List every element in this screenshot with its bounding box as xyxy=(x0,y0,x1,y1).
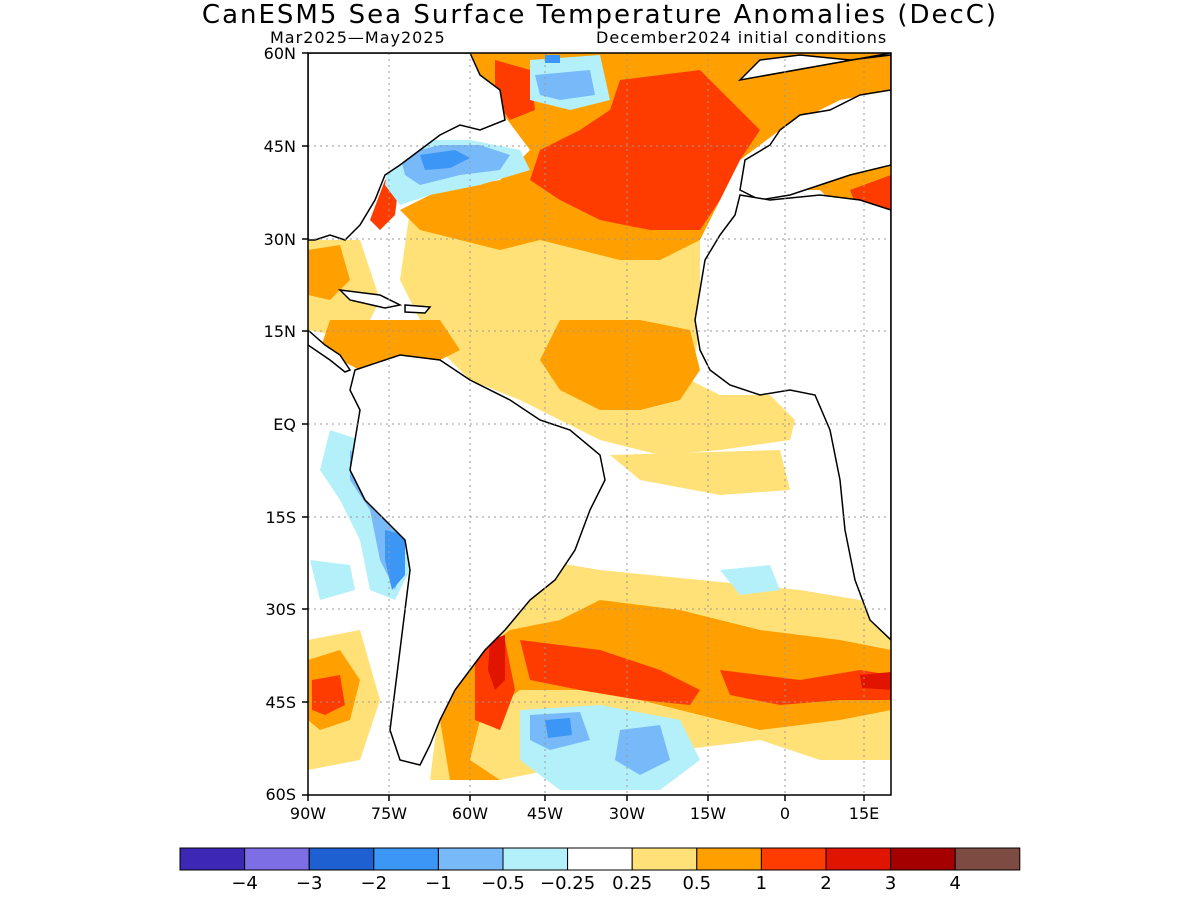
colorbar-tick-label: −0.25 xyxy=(540,873,596,894)
colorbar-swatch xyxy=(244,847,310,871)
colorbar-swatch xyxy=(179,847,246,871)
lon-label-45w: 45W xyxy=(526,804,564,823)
anomaly-region-1 xyxy=(495,60,535,120)
anomaly-region-neg-0.25 xyxy=(310,560,355,600)
colorbar xyxy=(179,847,1021,871)
colorbar-tick-label: −1 xyxy=(425,873,452,894)
lat-label-60n: 60N xyxy=(263,44,296,63)
land-hispaniola xyxy=(404,304,432,314)
land-africa xyxy=(694,194,891,642)
lon-label-90w: 90W xyxy=(289,804,327,823)
anomaly-region-neg-1 xyxy=(385,530,405,590)
colorbar-swatch xyxy=(308,847,375,871)
colorbar-swatch xyxy=(696,847,762,871)
colorbar-tick-label: 0.25 xyxy=(612,873,653,894)
anomaly-region-neg-0.25 xyxy=(720,565,780,595)
anomaly-region-0.25 xyxy=(610,450,790,495)
anomaly-region-0.5 xyxy=(308,245,350,300)
lat-label-15n: 15N xyxy=(263,322,296,341)
forecast-period: Mar2025—May2025 xyxy=(270,28,446,47)
colorbar-swatch xyxy=(631,847,698,871)
colorbar-swatch xyxy=(890,847,956,871)
lon-label-15e: 15E xyxy=(848,804,880,823)
colorbar-swatch xyxy=(760,847,827,871)
coastlines xyxy=(308,53,891,766)
lon-label-75w: 75W xyxy=(370,804,408,823)
land-central-america xyxy=(308,328,352,373)
anomaly-region-neg-0.5 xyxy=(535,70,595,100)
lon-label-0: 0 xyxy=(779,804,791,823)
axis-ticks xyxy=(302,52,865,801)
lon-label-30w: 30W xyxy=(608,804,646,823)
land-south-america xyxy=(349,354,606,766)
anomaly-region-1 xyxy=(720,670,891,705)
colorbar-tick-label: −3 xyxy=(295,873,323,894)
anomaly-region-2 xyxy=(860,672,891,690)
anomaly-region-neg-0.5 xyxy=(615,725,670,775)
colorbar-tick-label: −0.5 xyxy=(481,873,525,894)
lon-label-15w: 15W xyxy=(689,804,727,823)
anomaly-region-0.5 xyxy=(540,320,700,410)
lat-label-45s: 45S xyxy=(265,693,296,712)
land-europe xyxy=(737,53,891,201)
land-north-america xyxy=(308,53,506,241)
anomaly-region-1 xyxy=(520,640,700,705)
anomaly-region-2 xyxy=(488,635,505,690)
lat-label-45n: 45N xyxy=(263,137,296,156)
anomaly-region-neg-1 xyxy=(545,55,560,63)
colorbar-tick-label: 0.5 xyxy=(682,873,712,894)
colorbar-swatch xyxy=(437,847,504,871)
colorbar-swatch xyxy=(373,847,439,871)
colorbar-swatch xyxy=(567,847,633,871)
anomaly-region-1 xyxy=(530,70,760,230)
lat-label-60s: 60S xyxy=(265,785,296,804)
colorbar-tick-label: −2 xyxy=(360,873,388,894)
colorbar-swatch xyxy=(954,847,1021,871)
lat-label-30n: 30N xyxy=(263,230,296,249)
colorbar-swatch xyxy=(502,847,569,871)
lat-label-30s: 30S xyxy=(265,600,296,619)
anomaly-region-1 xyxy=(312,675,345,715)
lat-label-eq: EQ xyxy=(273,415,296,434)
colorbar-tick-label: −4 xyxy=(231,873,258,894)
initial-conditions: December2024 initial conditions xyxy=(596,28,888,47)
colorbar-tick-label: 3 xyxy=(884,873,897,894)
lat-label-15s: 15S xyxy=(265,508,296,527)
colorbar-tick-label: 1 xyxy=(755,873,768,894)
anomaly-region-neg-1 xyxy=(420,150,470,170)
colorbar-tick-label: 4 xyxy=(949,873,961,894)
graticule xyxy=(308,53,891,795)
colorbar-swatch xyxy=(825,847,892,871)
lon-label-60w: 60W xyxy=(451,804,489,823)
colorbar-tick-label: 2 xyxy=(820,873,832,894)
anomaly-region-neg-1 xyxy=(545,718,572,738)
land-cuba xyxy=(337,288,403,309)
chart-title: CanESM5 Sea Surface Temperature Anomalie… xyxy=(201,0,999,30)
